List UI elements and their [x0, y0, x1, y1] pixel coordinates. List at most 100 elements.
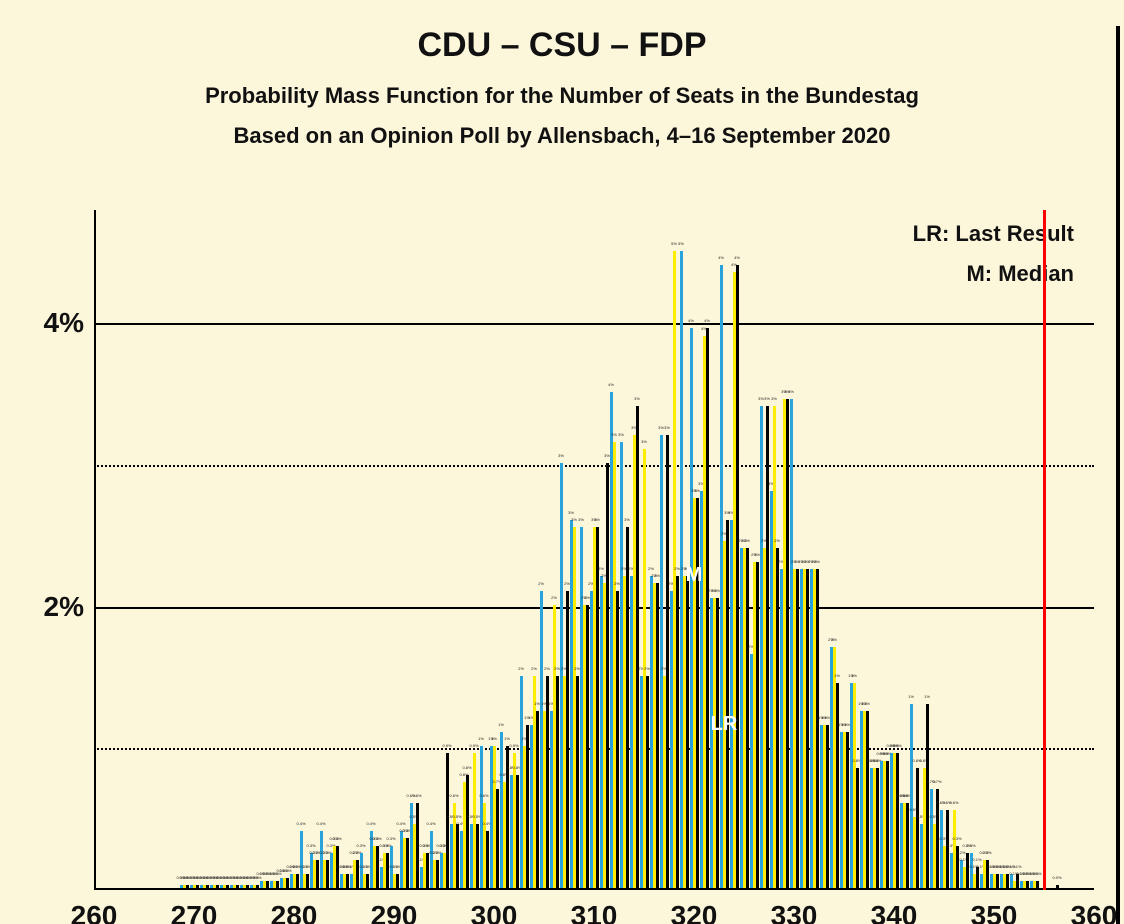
- bar-black: [676, 576, 679, 888]
- bar-black: [826, 725, 829, 888]
- bar-value-label: 0.4%: [396, 821, 405, 826]
- bar-black: [636, 406, 639, 888]
- bar-black: [236, 885, 239, 888]
- bar-value-label: 0.3%: [306, 843, 315, 848]
- bar-black: [196, 885, 199, 888]
- bar-value-label: 3%: [578, 517, 584, 522]
- bar-value-label: 0.1%: [1032, 871, 1041, 876]
- bar-black: [626, 527, 629, 888]
- bar-value-label: 3%: [618, 432, 624, 437]
- bar-black: [396, 874, 399, 888]
- bar-black: [766, 406, 769, 888]
- bar-black: [346, 874, 349, 888]
- bar-value-label: 0.6%: [949, 800, 958, 805]
- bar-value-label: 5%: [678, 241, 684, 246]
- bar-value-label: 0.9%: [442, 743, 451, 748]
- bar-value-label: 3%: [764, 396, 770, 401]
- bar-black: [916, 768, 919, 888]
- bar-value-label: 2%: [744, 538, 750, 543]
- bar-value-label: 2%: [774, 538, 780, 543]
- bar-value-label: 0.8%: [462, 765, 471, 770]
- bar-value-label: 3%: [788, 389, 794, 394]
- bar-value-label: 3%: [568, 510, 574, 515]
- bar-value-label: 1%: [834, 673, 840, 678]
- bar-black: [906, 803, 909, 888]
- bar-black: [486, 831, 489, 888]
- x-tick-label: 290: [371, 900, 418, 924]
- bar-black: [666, 435, 669, 888]
- bar-black: [616, 591, 619, 889]
- bar-value-label: 4%: [704, 318, 710, 323]
- bar-value-label: 0.1%: [972, 857, 981, 862]
- bar-black: [476, 824, 479, 888]
- bar-value-label: 1%: [498, 722, 504, 727]
- bar-black: [966, 853, 969, 888]
- bar-value-label: 0.9%: [892, 743, 901, 748]
- bar-black: [446, 753, 449, 888]
- bar-value-label: 3%: [558, 453, 564, 458]
- bar-black: [366, 874, 369, 888]
- pmf-chart: LR: Last Result M: Median 2%4%2602702802…: [94, 210, 1094, 890]
- bar-black: [496, 789, 499, 888]
- bar-value-label: 4%: [734, 255, 740, 260]
- bar-black: [406, 838, 409, 888]
- bar-value-label: 4%: [718, 255, 724, 260]
- gridline-dotted: [94, 465, 1094, 467]
- bar-value-label: 0.1%: [1012, 864, 1021, 869]
- bar-black: [376, 846, 379, 889]
- bar-black: [1056, 885, 1059, 888]
- bar-value-label: 0.4%: [366, 821, 375, 826]
- bar-black: [516, 775, 519, 888]
- bar-black: [576, 676, 579, 889]
- bar-value-label: 1%: [851, 673, 857, 678]
- x-tick-label: 310: [571, 900, 618, 924]
- bar-value-label: 4%: [608, 382, 614, 387]
- bar-value-label: 0.0%: [252, 875, 261, 880]
- bar-black: [946, 810, 949, 888]
- bar-value-label: 0.4%: [426, 821, 435, 826]
- bar-black: [866, 711, 869, 888]
- last-result-line: [1043, 210, 1046, 890]
- bar-black: [836, 683, 839, 888]
- bar-value-label: 0.3%: [372, 836, 381, 841]
- bar-black: [726, 520, 729, 888]
- bar-black: [926, 704, 929, 888]
- bar-black: [1016, 874, 1019, 888]
- bar-black: [356, 860, 359, 888]
- bar-black: [816, 569, 819, 888]
- bar-value-label: 0.6%: [479, 793, 488, 798]
- bar-value-label: 3%: [594, 517, 600, 522]
- bar-value-label: 0.3%: [952, 836, 961, 841]
- bar-black: [296, 874, 299, 888]
- bar-value-label: 1%: [908, 694, 914, 699]
- bar-black: [886, 761, 889, 889]
- bar-black: [306, 874, 309, 888]
- bar-black: [646, 676, 649, 889]
- bar-value-label: 0.3%: [386, 836, 395, 841]
- bar-value-label: 2%: [831, 637, 837, 642]
- bar-value-label: 0.3%: [966, 843, 975, 848]
- bar-black: [536, 711, 539, 888]
- bar-value-label: 0.6%: [449, 793, 458, 798]
- bar-value-label: 0.0%: [1052, 875, 1061, 880]
- bar-value-label: 3%: [758, 396, 764, 401]
- bar-value-label: 3%: [611, 432, 617, 437]
- bar-black: [1026, 881, 1029, 888]
- bar-black: [606, 463, 609, 888]
- bar-black: [756, 562, 759, 888]
- y-tick-label: 4%: [44, 307, 84, 339]
- bar-black: [256, 885, 259, 888]
- x-tick-label: 270: [171, 900, 218, 924]
- bar-value-label: 0.6%: [412, 793, 421, 798]
- bar-value-label: 0.9%: [469, 743, 478, 748]
- x-tick-label: 320: [671, 900, 718, 924]
- bar-value-label: 2%: [531, 666, 537, 671]
- bar-value-label: 3%: [641, 439, 647, 444]
- bar-value-label: 0.4%: [296, 821, 305, 826]
- y-axis: [94, 210, 96, 890]
- bar-black: [806, 569, 809, 888]
- x-tick-label: 280: [271, 900, 318, 924]
- y-tick-label: 2%: [44, 591, 84, 623]
- bar-black: [716, 598, 719, 888]
- bar-value-label: 0.2%: [956, 850, 965, 855]
